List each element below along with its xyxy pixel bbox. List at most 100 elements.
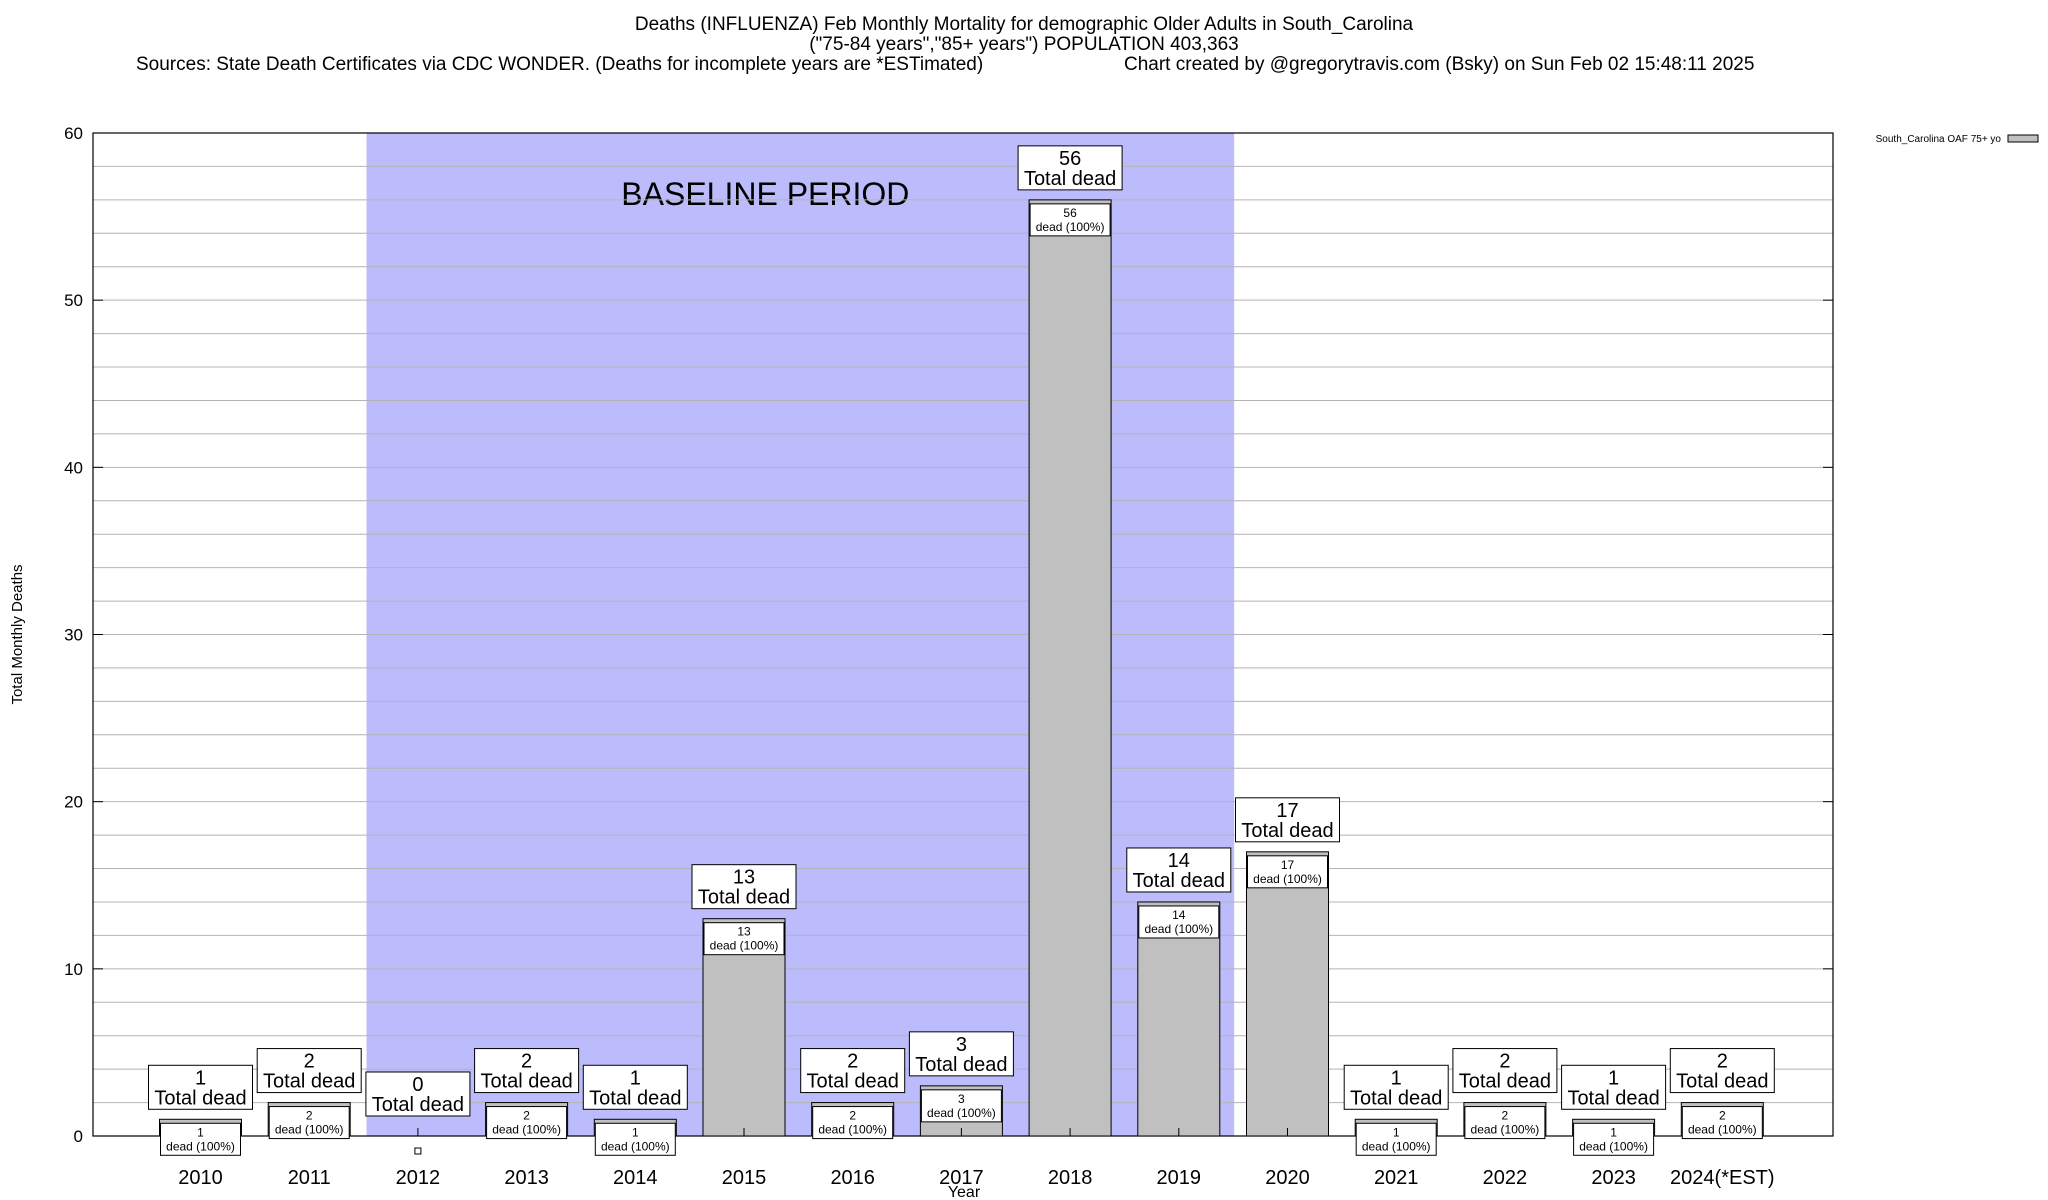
segment-value-label: 14 (1172, 908, 1186, 922)
total-dead-label: Total dead (263, 1071, 355, 1093)
total-dead-label: Total dead (589, 1087, 681, 1109)
legend-label: South_Carolina OAF 75+ yo (1876, 134, 2002, 145)
total-value-label: 13 (733, 867, 755, 889)
total-label-box (691, 864, 797, 910)
chart-credit: Chart created by @gregorytravis.com (Bsk… (1124, 54, 1755, 75)
x-tick-label: 2012 (396, 1167, 441, 1189)
total-value-label: 2 (304, 1051, 315, 1073)
x-tick-label: 2019 (1157, 1167, 1202, 1189)
segment-percent-label: dead (100%) (1362, 1139, 1431, 1153)
chart-subtitle: ("75-84 years","85+ years") POPULATION 4… (809, 34, 1239, 55)
total-value-label: 2 (521, 1051, 532, 1073)
segment-value-label: 56 (1063, 206, 1077, 220)
segment-value-label: 1 (1610, 1125, 1617, 1139)
segment-percent-label: dead (100%) (1253, 872, 1322, 886)
legend-swatch (2007, 134, 2039, 143)
bar (1028, 199, 1112, 1137)
x-tick-label: 2024(*EST) (1670, 1167, 1775, 1189)
total-label-box (1126, 847, 1232, 893)
segment-value-label: 2 (849, 1109, 856, 1123)
y-tick-label: 0 (74, 1127, 83, 1146)
segment-percent-label: dead (100%) (492, 1123, 561, 1137)
total-value-label: 56 (1059, 148, 1081, 170)
total-label-box (1235, 797, 1340, 843)
total-value-label: 3 (956, 1034, 967, 1056)
segment-percent-label: dead (100%) (1471, 1123, 1540, 1137)
segment-value-label: 2 (1719, 1109, 1726, 1123)
x-tick-label: 2020 (1265, 1167, 1310, 1189)
total-label-box (365, 1071, 471, 1117)
x-tick-label: 2011 (288, 1167, 331, 1189)
segment-value-label: 3 (958, 1092, 965, 1106)
total-label-box (256, 1048, 362, 1094)
segment-value-label: 2 (306, 1109, 313, 1123)
segment-label-box (1573, 1122, 1655, 1156)
segment-value-label: 13 (737, 925, 751, 939)
segment-label-box (594, 1122, 676, 1156)
total-label-box (1561, 1064, 1667, 1110)
segment-label-box (1355, 1122, 1437, 1156)
segment-value-label: 17 (1281, 858, 1295, 872)
x-tick-label: 2023 (1591, 1167, 1636, 1189)
sources-note: Sources: State Death Certificates via CD… (136, 54, 984, 75)
total-label-box (474, 1048, 580, 1094)
segment-label-box (1247, 855, 1328, 889)
total-label-box (1452, 1048, 1558, 1094)
total-dead-label: Total dead (1350, 1087, 1442, 1109)
total-value-label: 1 (1608, 1067, 1619, 1089)
bar (1137, 901, 1221, 1137)
segment-label-box (1029, 203, 1111, 237)
x-axis-label: Year (948, 1184, 981, 1200)
total-value-label: 2 (1499, 1051, 1510, 1073)
total-dead-label: Total dead (372, 1094, 464, 1116)
total-label-box (1669, 1048, 1775, 1094)
segment-percent-label: dead (100%) (601, 1139, 670, 1153)
total-value-label: 0 (412, 1074, 423, 1096)
x-tick-label: 2021 (1374, 1167, 1419, 1189)
segment-value-label: 1 (632, 1125, 639, 1139)
segment-label-box (1681, 1106, 1763, 1140)
total-label-box (1343, 1064, 1449, 1110)
total-dead-label: Total dead (154, 1087, 246, 1109)
y-tick-label: 60 (64, 124, 83, 143)
segment-value-label: 1 (197, 1125, 204, 1139)
y-tick-label: 30 (64, 626, 83, 645)
x-tick-label: 2016 (830, 1167, 875, 1189)
y-tick-label: 40 (64, 458, 83, 477)
segment-value-label: 2 (523, 1109, 530, 1123)
segment-label-box (160, 1122, 241, 1156)
segment-percent-label: dead (100%) (818, 1123, 887, 1137)
total-dead-label: Total dead (1676, 1071, 1768, 1093)
total-value-label: 1 (1391, 1067, 1402, 1089)
segment-percent-label: dead (100%) (927, 1106, 996, 1120)
total-value-label: 1 (195, 1067, 206, 1089)
segment-label-box (920, 1089, 1002, 1123)
x-tick-label: 2022 (1483, 1167, 1528, 1189)
y-tick-label: 50 (64, 291, 83, 310)
total-dead-label: Total dead (1024, 168, 1116, 190)
chart-title: Deaths (INFLUENZA) Feb Monthly Mortality… (634, 14, 1414, 35)
segment-percent-label: dead (100%) (710, 939, 779, 953)
segment-label-box (268, 1106, 350, 1140)
baseline-period-label: BASELINE PERIOD (621, 176, 909, 212)
y-tick-label: 10 (64, 960, 83, 979)
x-tick-label: 2018 (1048, 1167, 1093, 1189)
total-label-box (1017, 145, 1123, 191)
total-value-label: 14 (1168, 850, 1190, 872)
x-tick-label: 2013 (504, 1167, 549, 1189)
total-dead-label: Total dead (480, 1071, 572, 1093)
total-value-label: 2 (1717, 1051, 1728, 1073)
total-dead-label: Total dead (1567, 1087, 1659, 1109)
total-value-label: 2 (847, 1051, 858, 1073)
total-dead-label: Total dead (1133, 870, 1225, 892)
total-dead-label: Total dead (915, 1054, 1007, 1076)
segment-percent-label: dead (100%) (1144, 922, 1213, 936)
y-tick-label: 20 (64, 793, 83, 812)
total-label-box (148, 1064, 253, 1110)
bar (414, 1147, 422, 1155)
segment-label-box (1138, 905, 1220, 939)
segment-percent-label: dead (100%) (1579, 1139, 1648, 1153)
segment-percent-label: dead (100%) (1036, 220, 1105, 234)
total-label-box (908, 1031, 1014, 1077)
